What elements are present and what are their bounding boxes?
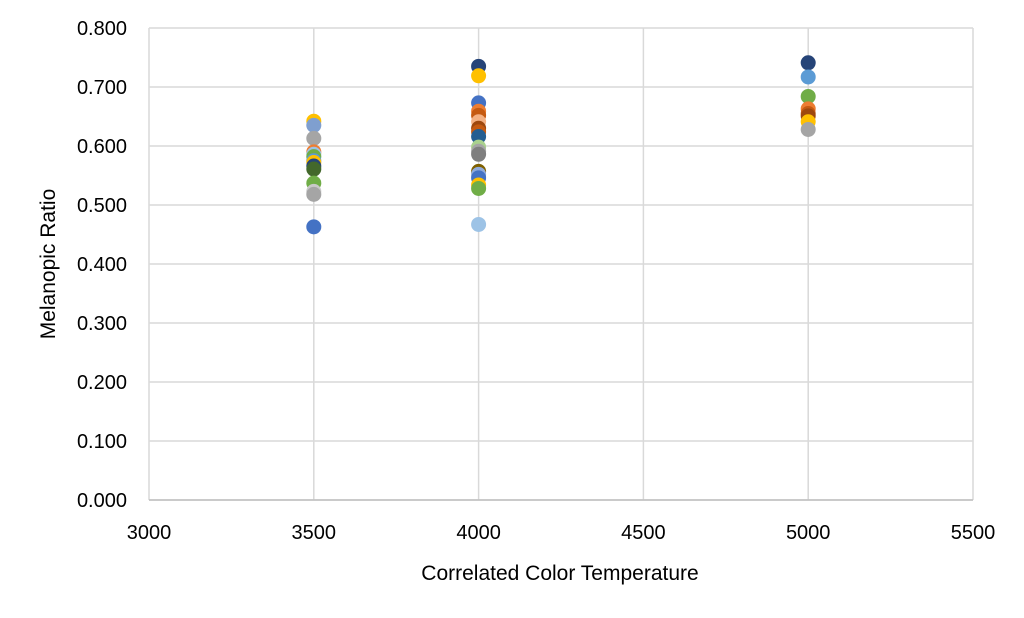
y-tick-label: 0.300 [77,313,127,335]
data-point [306,117,322,133]
x-tick-label: 4000 [456,522,501,544]
data-point [471,146,487,162]
horizontal-gridlines [149,27,973,501]
x-axis-tick-labels: 3000 3500 4000 4500 5000 5500 [127,522,996,544]
y-tick-label: 0.200 [77,372,127,394]
y-tick-label: 0.600 [77,136,127,158]
y-axis-title: Melanopic Ratio [37,189,60,340]
data-point [471,216,487,232]
y-tick-label: 0.100 [77,431,127,453]
data-point [800,55,816,71]
data-point [306,219,322,235]
x-tick-label: 5500 [951,522,996,544]
x-tick-label: 4500 [621,522,666,544]
data-point [800,69,816,85]
data-point [800,88,816,104]
x-axis-title: Correlated Color Temperature [421,562,698,585]
data-point [306,130,322,146]
data-point [471,68,487,84]
y-axis-tick-labels: 0.000 0.100 0.200 0.300 0.400 0.500 0.600 0.700… [77,18,127,512]
y-tick-label: 0.500 [77,195,127,217]
x-tick-label: 5000 [786,522,831,544]
y-tick-label: 0.700 [77,77,127,99]
x-tick-label: 3500 [292,522,337,544]
data-point [306,161,322,177]
data-point [800,121,816,137]
data-point [471,129,487,145]
x-tick-label: 3000 [127,522,172,544]
y-tick-label: 0.000 [77,490,127,512]
y-tick-label: 0.400 [77,254,127,276]
data-points [306,55,816,235]
data-point [306,186,322,202]
y-tick-label: 0.800 [77,18,127,40]
data-point [471,180,487,196]
